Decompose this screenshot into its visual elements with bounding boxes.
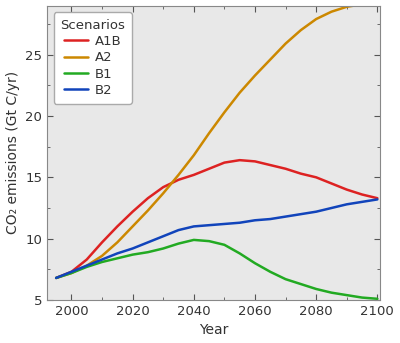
B1 (375, 297, 380, 301)
B2 (375, 197, 380, 201)
Y-axis label: CO₂ emissions (Gt C/yr): CO₂ emissions (Gt C/yr) (6, 71, 20, 234)
A2 (298, 28, 303, 32)
A2 (329, 10, 334, 14)
Legend: A1B, A2, B1, B2: A1B, A2, B1, B2 (54, 12, 132, 104)
A2 (146, 209, 150, 213)
B2 (329, 206, 334, 210)
A2 (268, 58, 273, 62)
A1B (130, 210, 135, 214)
A2 (192, 153, 196, 157)
B2 (268, 217, 273, 221)
B2 (192, 224, 196, 228)
B2 (207, 223, 212, 227)
A1B (115, 224, 120, 228)
A1B (192, 173, 196, 177)
B1 (222, 243, 227, 247)
A1B (54, 276, 58, 280)
A1B (268, 163, 273, 167)
Line: A1B: A1B (56, 160, 377, 278)
B1 (192, 238, 196, 242)
B2 (222, 222, 227, 226)
B2 (314, 210, 318, 214)
A2 (84, 264, 89, 268)
B1 (283, 277, 288, 281)
Line: B2: B2 (56, 199, 377, 278)
B2 (54, 276, 58, 280)
A1B (222, 161, 227, 165)
B1 (360, 296, 364, 300)
B1 (268, 270, 273, 274)
B1 (207, 239, 212, 243)
B2 (252, 218, 257, 222)
A2 (237, 91, 242, 95)
A1B (176, 178, 181, 182)
B1 (237, 251, 242, 256)
B2 (100, 258, 104, 262)
A1B (283, 167, 288, 171)
B2 (84, 264, 89, 268)
A2 (54, 276, 58, 280)
B1 (100, 260, 104, 264)
A2 (375, 1, 380, 5)
A2 (130, 224, 135, 228)
B2 (283, 214, 288, 218)
A1B (69, 270, 74, 274)
B1 (161, 246, 166, 250)
A1B (161, 185, 166, 189)
A2 (344, 5, 349, 9)
A2 (314, 17, 318, 21)
A2 (100, 254, 104, 258)
B2 (298, 212, 303, 216)
A1B (344, 188, 349, 192)
B2 (237, 221, 242, 225)
A2 (69, 271, 74, 275)
B1 (176, 241, 181, 246)
A1B (146, 196, 150, 200)
A2 (360, 2, 364, 7)
B1 (130, 252, 135, 257)
B2 (344, 202, 349, 206)
A2 (207, 131, 212, 135)
B1 (54, 276, 58, 280)
A2 (176, 173, 181, 177)
A2 (161, 191, 166, 196)
A1B (329, 181, 334, 186)
B1 (329, 291, 334, 295)
A1B (84, 258, 89, 262)
A1B (237, 158, 242, 162)
B1 (115, 256, 120, 260)
B1 (252, 261, 257, 265)
A1B (207, 167, 212, 171)
A2 (222, 110, 227, 114)
B1 (146, 250, 150, 254)
B2 (115, 251, 120, 256)
X-axis label: Year: Year (199, 323, 228, 338)
A2 (283, 42, 288, 46)
A1B (252, 159, 257, 163)
Line: B1: B1 (56, 240, 377, 299)
Line: A2: A2 (56, 3, 377, 278)
B2 (69, 270, 74, 274)
B2 (176, 228, 181, 232)
B1 (314, 287, 318, 291)
A1B (314, 175, 318, 179)
A1B (375, 196, 380, 200)
B1 (84, 265, 89, 269)
B2 (161, 234, 166, 238)
B1 (344, 293, 349, 297)
B2 (146, 240, 150, 245)
A2 (115, 240, 120, 245)
A1B (100, 240, 104, 245)
B2 (130, 246, 135, 250)
A1B (360, 192, 364, 197)
A2 (252, 73, 257, 78)
B2 (360, 200, 364, 204)
A1B (298, 172, 303, 176)
B1 (298, 282, 303, 286)
B1 (69, 271, 74, 275)
